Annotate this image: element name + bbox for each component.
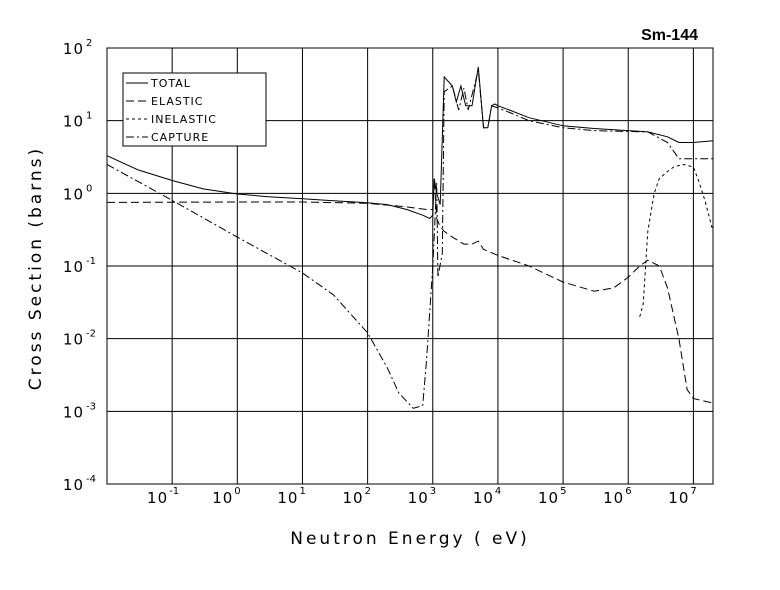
y-tick-base: 10 — [63, 113, 84, 131]
y-tick-label-4: 10 -2 — [63, 329, 96, 349]
x-tick-label-0: 10 -1 — [147, 486, 179, 507]
series-line-elastic — [106, 178, 714, 404]
y-tick-exponent: -1 — [86, 256, 96, 267]
x-tick-base: 10 — [408, 489, 429, 507]
y-tick-label-5: 10 -3 — [63, 401, 96, 421]
x-tick-base: 10 — [277, 489, 298, 507]
chart-title: Sm-144 — [641, 27, 698, 44]
y-tick-label-0: 10 2 — [63, 38, 92, 58]
x-tick-base: 10 — [538, 489, 559, 507]
x-tick-label-2: 10 1 — [277, 486, 305, 507]
x-tick-label-7: 10 6 — [603, 486, 631, 507]
y-tick-exponent: 0 — [86, 183, 92, 194]
y-tick-label-6: 10 -4 — [63, 474, 96, 494]
x-tick-base: 10 — [343, 489, 364, 507]
legend: TOTAL ELASTIC INELASTIC CAPTURE — [122, 72, 267, 147]
x-tick-exponent: -1 — [169, 486, 179, 497]
x-tick-exponent: 2 — [365, 486, 371, 497]
x-tick-exponent: 6 — [625, 486, 631, 497]
x-tick-base: 10 — [147, 489, 168, 507]
x-tick-base: 10 — [212, 489, 233, 507]
y-tick-label-2: 10 0 — [63, 183, 92, 203]
series-lines — [106, 66, 714, 409]
series-line-total — [106, 66, 714, 220]
x-tick-label-4: 10 3 — [408, 486, 436, 507]
legend-label-total: TOTAL — [150, 77, 191, 90]
plot-frame — [106, 47, 714, 485]
legend-box — [122, 72, 267, 147]
x-tick-labels: 10 -1 10 0 10 1 10 2 10 3 10 4 10 5 10 6 10 7 — [147, 486, 697, 507]
y-tick-label-1: 10 1 — [63, 111, 92, 131]
series-line-capture — [106, 69, 713, 409]
y-tick-exponent: 1 — [86, 111, 92, 122]
legend-label-inelastic: INELASTIC — [151, 113, 217, 126]
y-tick-exponent: -4 — [86, 474, 96, 485]
y-tick-base: 10 — [63, 403, 84, 421]
legend-label-capture: CAPTURE — [151, 131, 209, 144]
legend-label-elastic: ELASTIC — [151, 95, 203, 108]
y-tick-exponent: -3 — [86, 401, 96, 412]
x-tick-base: 10 — [473, 489, 494, 507]
x-tick-exponent: 0 — [234, 486, 240, 497]
y-tick-label-3: 10 -1 — [63, 256, 96, 276]
y-tick-base: 10 — [63, 185, 84, 203]
x-tick-label-3: 10 2 — [343, 486, 371, 507]
x-tick-label-1: 10 0 — [212, 486, 240, 507]
series-line-inelastic — [639, 163, 714, 317]
y-axis-title: Cross Section (barns) — [26, 146, 46, 390]
x-tick-exponent: 4 — [495, 486, 501, 497]
x-tick-exponent: 5 — [560, 486, 566, 497]
y-tick-base: 10 — [63, 258, 84, 276]
y-tick-base: 10 — [63, 40, 84, 58]
x-tick-label-8: 10 7 — [668, 486, 696, 507]
x-tick-label-5: 10 4 — [473, 486, 501, 507]
x-tick-exponent: 7 — [690, 486, 696, 497]
x-tick-label-6: 10 5 — [538, 486, 566, 507]
y-tick-base: 10 — [63, 331, 84, 349]
x-axis-title: Neutron Energy ( eV) — [290, 529, 530, 549]
y-tick-base: 10 — [63, 476, 84, 494]
y-tick-exponent: 2 — [86, 38, 92, 49]
x-tick-base: 10 — [603, 489, 624, 507]
x-tick-exponent: 3 — [430, 486, 436, 497]
x-tick-base: 10 — [668, 489, 689, 507]
y-tick-exponent: -2 — [86, 329, 96, 340]
x-tick-exponent: 1 — [299, 486, 305, 497]
